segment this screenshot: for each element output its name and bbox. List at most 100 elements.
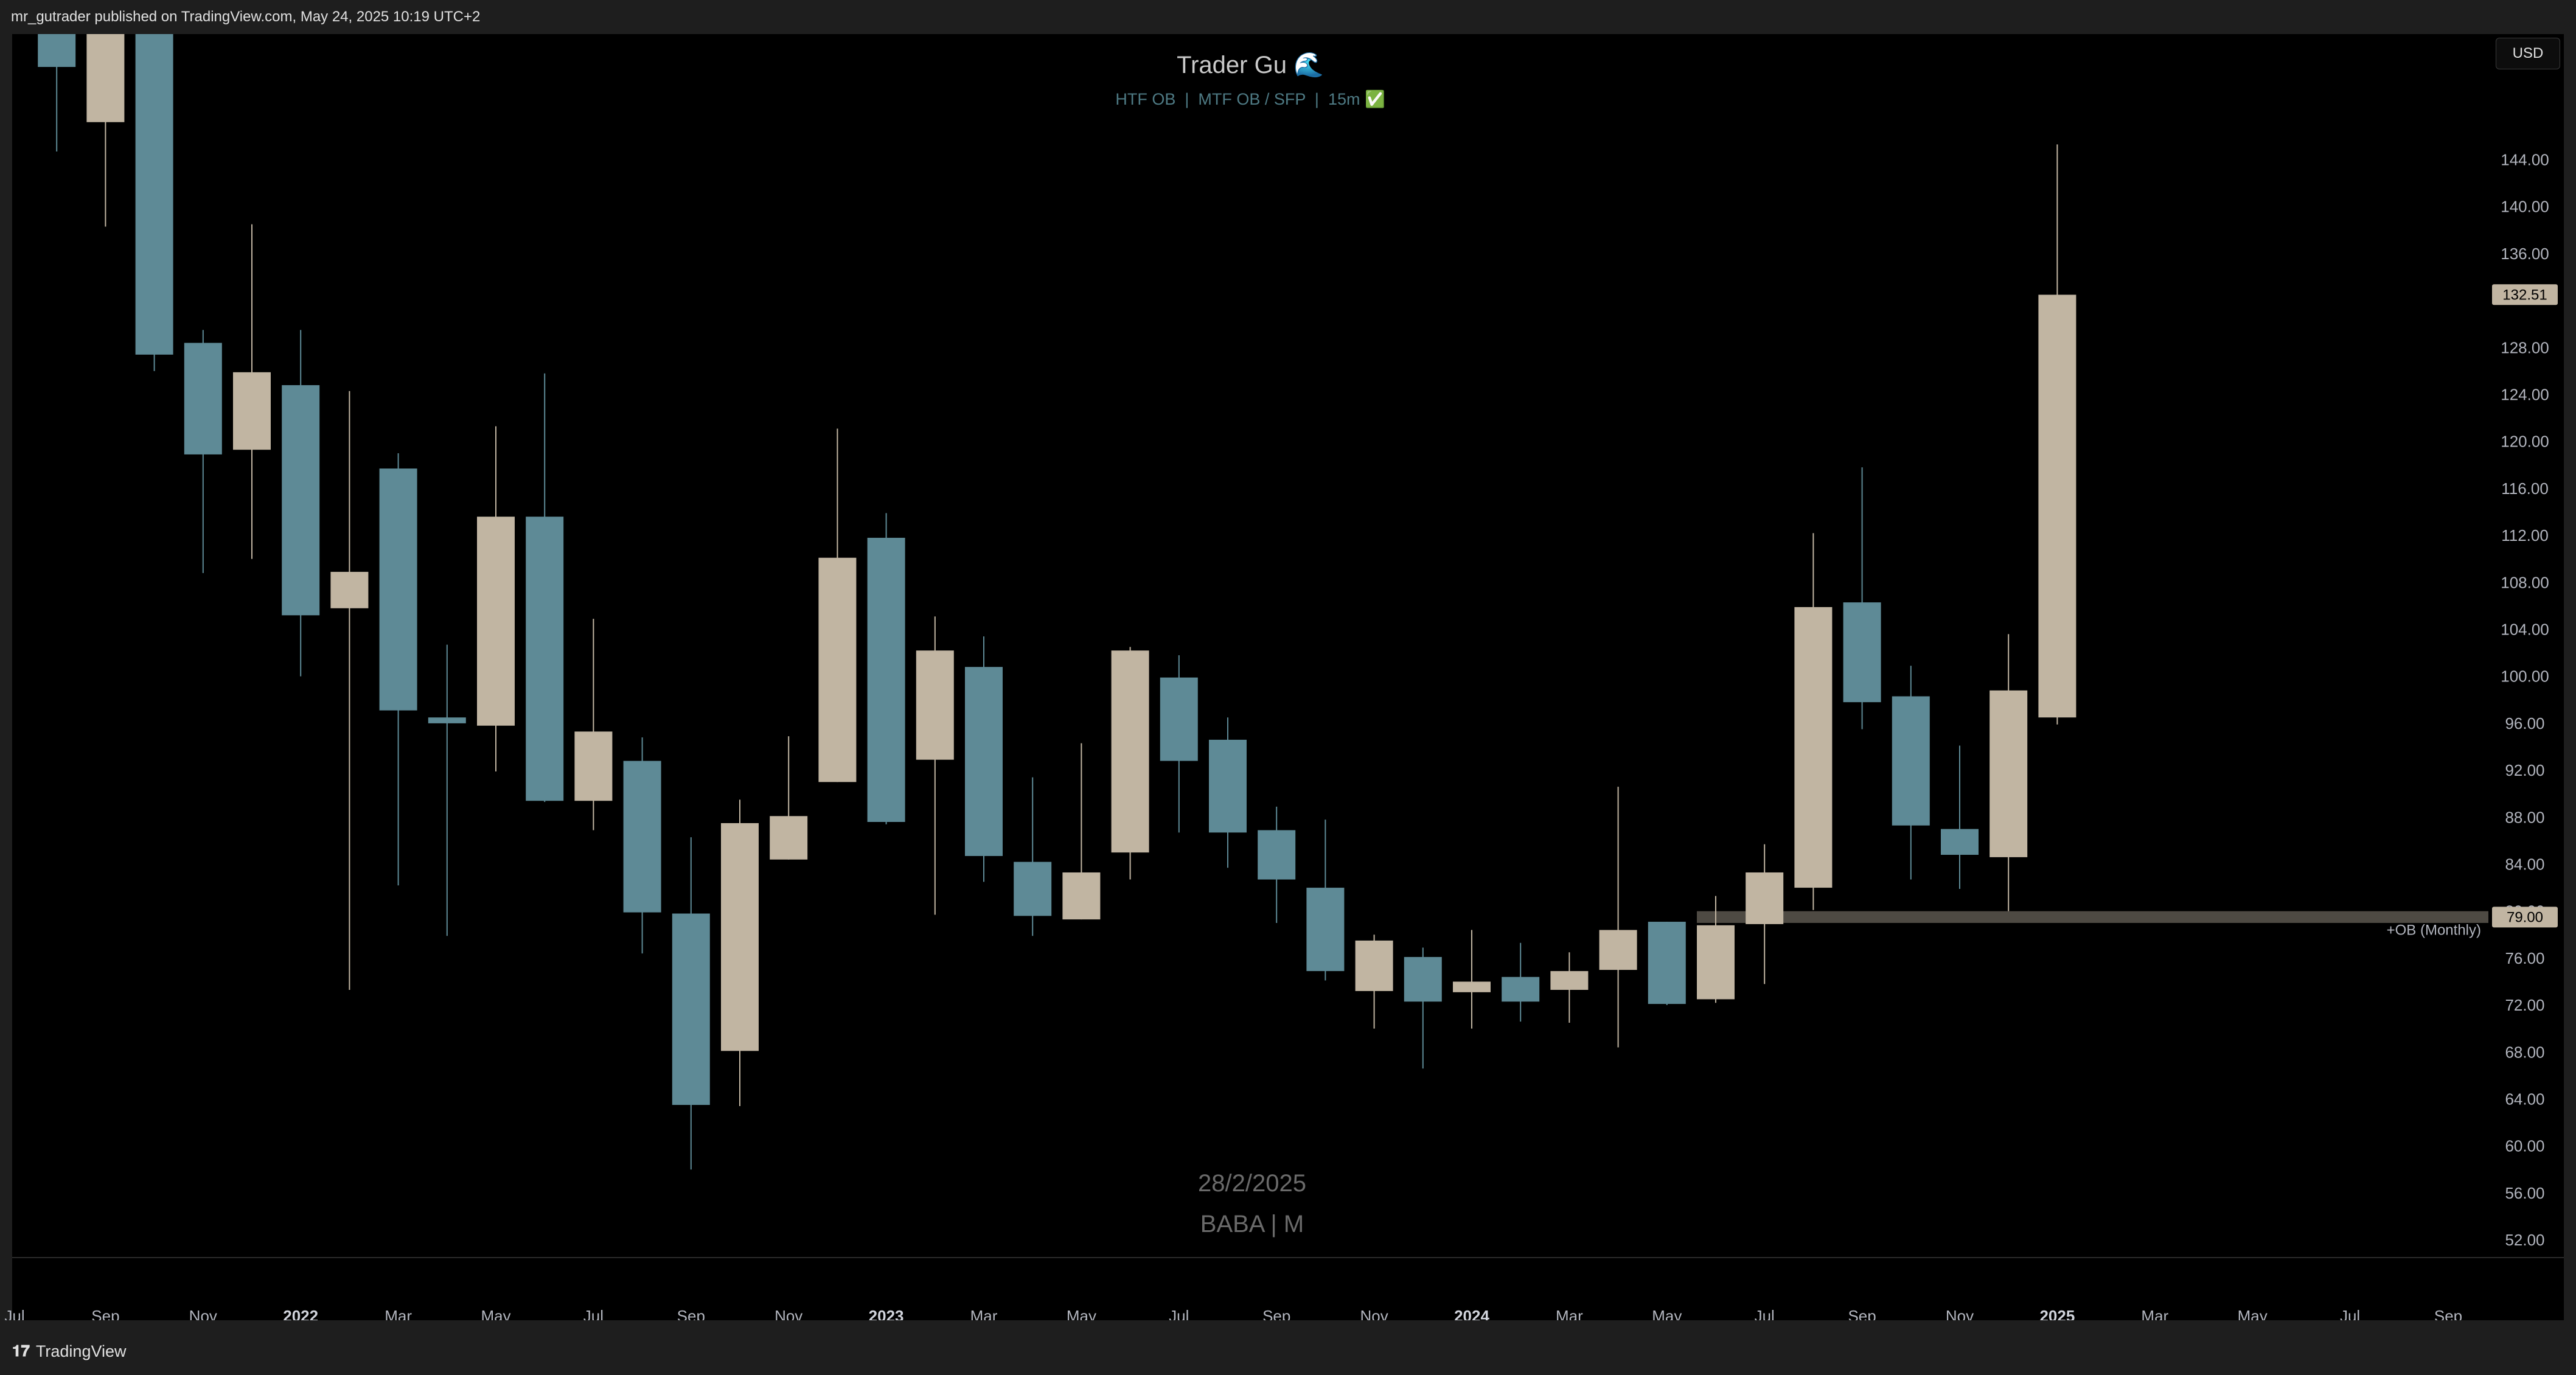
candle (233, 224, 271, 559)
candle-body (1014, 862, 1052, 916)
price-tick-label: 120.00 (2501, 433, 2549, 451)
price-tick-label: 60.00 (2505, 1137, 2544, 1155)
candle-body (184, 343, 222, 454)
candle (1843, 467, 1881, 729)
tradingview-logo[interactable]: 𝟏𝟕 TradingView (12, 1342, 127, 1361)
candle (1258, 806, 1296, 923)
candle-body (770, 816, 808, 860)
candle (867, 513, 905, 824)
candle-body (1502, 976, 1540, 1002)
candle-body (721, 823, 759, 1051)
candle (1404, 947, 1442, 1069)
candle (1989, 634, 2028, 911)
candle (1160, 655, 1198, 833)
candle (428, 644, 466, 936)
candle-body (574, 731, 613, 801)
candle-body (526, 517, 564, 801)
candle (721, 799, 759, 1107)
candle (672, 837, 710, 1170)
candle (1746, 844, 1784, 984)
candle-body (1550, 971, 1589, 990)
candle-body (1062, 872, 1101, 920)
candle-body (1746, 872, 1784, 924)
candle-body (282, 385, 320, 616)
price-tick-label: 104.00 (2501, 620, 2549, 638)
candle-body (135, 34, 173, 355)
publish-info-text: mr_gutrader published on TradingView.com… (11, 9, 481, 25)
order-block-price-value: 79.00 (2507, 909, 2543, 925)
order-block-rect (1697, 911, 2488, 923)
candle (86, 34, 125, 227)
tradingview-logo-text: TradingView (35, 1342, 127, 1360)
candle-body (1697, 925, 1735, 1000)
candle-body (379, 468, 417, 711)
candle-body (916, 650, 954, 760)
candle-body (38, 34, 76, 68)
currency-button[interactable]: USD (2496, 38, 2560, 69)
order-block-price-label: 79.00 (2492, 907, 2558, 928)
candle (1648, 922, 1686, 1006)
price-tick-label: 112.00 (2501, 526, 2549, 545)
price-tick-label: 88.00 (2505, 808, 2544, 826)
price-tick-label: 144.00 (2501, 151, 2549, 169)
price-tick-label: 96.00 (2505, 714, 2544, 733)
candle-body (1794, 607, 1833, 888)
order-block-zone (1697, 911, 2488, 923)
candle-body (818, 557, 857, 782)
candle-body (1941, 829, 1979, 855)
candle-body (1306, 888, 1345, 972)
price-tick-label: 56.00 (2505, 1184, 2544, 1202)
watermark-symbol: BABA | M (1200, 1211, 1304, 1238)
candle (1550, 952, 1589, 1023)
candle (1111, 647, 1149, 880)
candles-group (38, 34, 2076, 1170)
candle (1794, 533, 1833, 910)
candle-body (428, 717, 466, 723)
candle (1697, 896, 1735, 1003)
price-tick-label: 68.00 (2505, 1043, 2544, 1061)
indicator-title: Trader Gu 🌊 (1177, 50, 1324, 78)
price-tick-label: 92.00 (2505, 761, 2544, 779)
candle (1453, 930, 1491, 1029)
candle-body (477, 517, 515, 726)
candle-body (233, 372, 271, 450)
publish-bar: mr_gutrader published on TradingView.com… (0, 0, 2576, 34)
candle (1599, 787, 1637, 1048)
candle (526, 373, 564, 802)
candle-body (965, 667, 1003, 856)
price-tick-label: 108.00 (2501, 573, 2549, 591)
candle (1306, 820, 1345, 981)
last-price-label: 132.51 (2492, 284, 2558, 305)
chart-pane[interactable] (12, 34, 2564, 1320)
candle-body (1160, 677, 1198, 761)
candle-body (1355, 940, 1393, 991)
price-tick-label: 84.00 (2505, 855, 2544, 873)
candle (770, 736, 808, 860)
candle (38, 34, 76, 151)
price-tick-label: 116.00 (2501, 479, 2549, 498)
candle-body (2038, 294, 2076, 718)
tradingview-logo-icon: 𝟏𝟕 (12, 1342, 30, 1360)
candle-body (1453, 981, 1491, 992)
candle (1892, 666, 1930, 880)
footer-bar (0, 1320, 2576, 1375)
price-tick-label: 76.00 (2505, 949, 2544, 967)
candle (135, 34, 173, 371)
candle-body (1404, 956, 1442, 1002)
candle-body (1111, 650, 1149, 853)
candle (330, 391, 369, 990)
candle-body (330, 571, 369, 608)
candle-body (1843, 602, 1881, 703)
last-price-value: 132.51 (2502, 287, 2547, 303)
price-tick-label: 64.00 (2505, 1090, 2544, 1108)
price-axis[interactable]: 52.0056.0060.0064.0068.0072.0076.0080.00… (2501, 151, 2549, 1250)
candle (1014, 777, 1052, 936)
watermark-date: 28/2/2025 (1198, 1170, 1306, 1197)
candle-body (623, 761, 661, 913)
candle-body (1209, 739, 1247, 833)
candle-body (1648, 922, 1686, 1004)
price-tick-label: 52.00 (2505, 1231, 2544, 1249)
candle-body (86, 34, 125, 122)
candle-body (1989, 690, 2028, 857)
